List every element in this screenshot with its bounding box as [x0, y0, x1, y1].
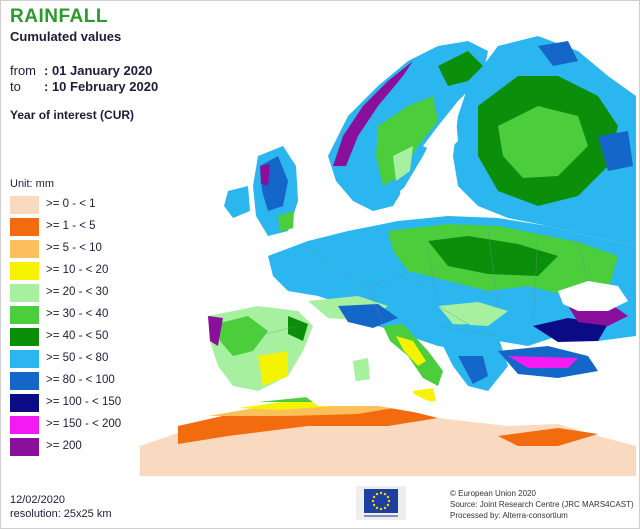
legend-item: >= 100 - < 150: [10, 392, 190, 414]
baltic-sea: [400, 156, 453, 216]
legend-label: >= 50 - < 80: [46, 352, 109, 364]
legend-label: >= 10 - < 20: [46, 264, 109, 276]
to-label: to: [10, 79, 21, 94]
legend-label: >= 5 - < 10: [46, 242, 102, 254]
mediterranean-sea: [298, 378, 578, 421]
iberia-region: [208, 306, 313, 391]
to-value: : 10 February 2020: [44, 79, 159, 94]
legend-label: >= 0 - < 1: [46, 198, 96, 210]
eu-star: [387, 499, 391, 503]
legend-swatch: [10, 262, 39, 280]
eu-star: [372, 495, 376, 499]
map-title: RAINFALL: [10, 6, 108, 27]
legend-item: >= 10 - < 20: [10, 260, 190, 282]
credit-processed: Processed by: Alterra-consortium: [450, 511, 568, 520]
legend: >= 0 - < 1 >= 1 - < 5 >= 5 - < 10 >= 10 - <…: [10, 194, 190, 458]
legend-swatch: [10, 372, 39, 390]
british-isles-region: [224, 146, 298, 236]
eu-star: [371, 499, 375, 503]
eu-star: [375, 506, 379, 510]
balkans-region: [438, 324, 598, 391]
legend-item: >= 1 - < 5: [10, 216, 190, 238]
legend-swatch: [10, 218, 39, 236]
continental-europe-region: [268, 216, 636, 351]
eu-star: [383, 506, 387, 510]
eu-star: [379, 491, 383, 495]
legend-item: >= 40 - < 50: [10, 326, 190, 348]
legend-item: >= 50 - < 80: [10, 348, 190, 370]
legend-item: >= 80 - < 100: [10, 370, 190, 392]
eu-star: [379, 507, 383, 511]
legend-label: >= 20 - < 30: [46, 286, 109, 298]
legend-item: >= 0 - < 1: [10, 194, 190, 216]
legend-label: >= 30 - < 40: [46, 308, 109, 320]
year-of-interest: Year of interest (CUR): [10, 108, 135, 122]
resolution: resolution: 25x25 km: [10, 508, 112, 520]
eu-star: [386, 503, 390, 507]
legend-label: >= 200: [46, 440, 82, 452]
eu-star: [386, 495, 390, 499]
legend-swatch: [10, 306, 39, 324]
legend-label: >= 1 - < 5: [46, 220, 96, 232]
eu-flag-logo: [356, 486, 406, 520]
legend-swatch: [10, 350, 39, 368]
legend-item: >= 5 - < 10: [10, 238, 190, 260]
legend-swatch: [10, 240, 39, 258]
legend-unit: Unit: mm: [10, 178, 54, 190]
legend-swatch: [10, 438, 39, 456]
legend-item: >= 20 - < 30: [10, 282, 190, 304]
legend-swatch: [10, 284, 39, 302]
legend-item: >= 30 - < 40: [10, 304, 190, 326]
legend-item: >= 150 - < 200: [10, 414, 190, 436]
period-to: to : 10 February 2020: [10, 79, 158, 94]
northeast-region: [453, 36, 636, 246]
eu-star: [375, 492, 379, 496]
scandinavia-region: [328, 41, 488, 211]
issue-date: 12/02/2020: [10, 494, 66, 506]
north-africa-region: [140, 396, 636, 476]
credit-source: Source: Joint Research Centre (JRC MARS4…: [450, 500, 634, 509]
from-value: : 01 January 2020: [44, 63, 153, 78]
legend-swatch: [10, 196, 39, 214]
eu-star: [372, 503, 376, 507]
gulf-of-bothnia: [423, 118, 458, 156]
legend-swatch: [10, 416, 39, 434]
legend-swatch: [10, 328, 39, 346]
credit-copyright: © European Union 2020: [450, 489, 536, 498]
eu-star: [383, 492, 387, 496]
black-sea: [558, 281, 628, 311]
italy-region: [353, 324, 443, 402]
credits: © European Union 2020 Source: Joint Rese…: [450, 488, 634, 521]
period-from: from : 01 January 2020: [10, 63, 152, 78]
country-borders: [257, 230, 589, 337]
legend-label: >= 80 - < 100: [46, 374, 115, 386]
legend-item: >= 200: [10, 436, 190, 458]
legend-label: >= 40 - < 50: [46, 330, 109, 342]
legend-swatch: [10, 394, 39, 412]
legend-label: >= 150 - < 200: [46, 418, 122, 430]
from-label: from: [10, 63, 36, 78]
map-subtitle: Cumulated values: [10, 29, 122, 44]
europe-rainfall-map: [140, 36, 636, 476]
legend-label: >= 100 - < 150: [46, 396, 122, 408]
